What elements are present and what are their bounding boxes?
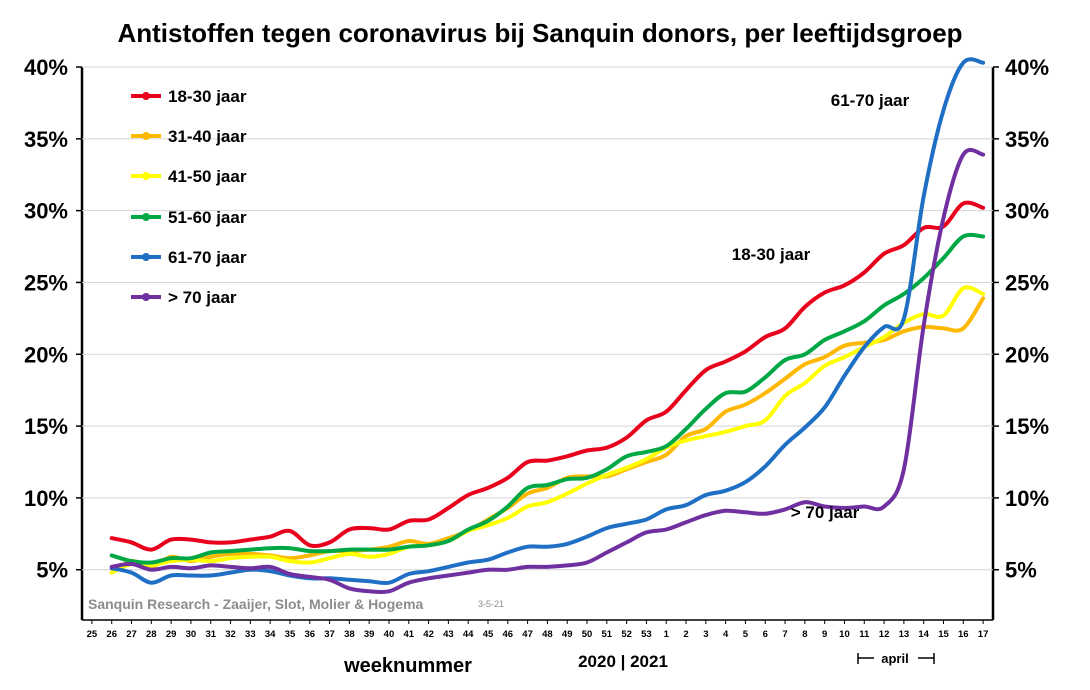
legend-marker-18-30-jaar [142,92,150,100]
x-tick-label: 37 [324,629,335,640]
gridlines [76,66,999,621]
x-tick-label: 16 [958,629,969,640]
x-tick-label: 36 [304,629,315,640]
april-label: april [881,651,908,666]
y-tick-label-left: 20% [24,342,68,367]
x-tick-label: 2 [683,629,688,640]
x-tick-label: 12 [879,629,890,640]
series-line-70-jaar [109,147,986,595]
x-axis: 25 26 27 28 29 30 31 32 33 34 35 36 37 38 39 40 41 42 43 44… [87,620,989,640]
x-tick-label: 29 [166,629,177,640]
y-tick-label-left: 35% [24,127,68,152]
annotations: 61-70 jaar 18-30 jaar > 70 jaar [732,91,910,522]
x-tick-label: 25 [87,629,98,640]
x-tick-label: 43 [443,629,454,640]
legend: 18-30 jaar 31-40 jaar 41-50 jaar 51-60 jaar… [131,87,247,307]
series-lines [109,57,986,595]
x-tick-label: 6 [763,629,768,640]
x-tick-label: 15 [938,629,949,640]
y-tick-label-left: 25% [24,270,68,295]
legend-label-51-60-jaar: 51-60 jaar [168,208,247,227]
x-tick-label: 13 [899,629,910,640]
series-line-41-50-jaar [109,285,986,575]
credit-text: Sanquin Research - Zaaijer, Slot, Molier… [88,596,424,612]
legend-label-18-30-jaar: 18-30 jaar [168,87,247,106]
x-tick-label: 41 [403,629,414,640]
x-tick-label: 28 [146,629,157,640]
x-tick-label: 26 [106,629,117,640]
legend-label-41-50-jaar: 41-50 jaar [168,167,247,186]
y-tick-label-right: 30% [1005,199,1049,224]
series-line-18-30-jaar [109,200,986,552]
x-tick-label: 30 [186,629,197,640]
x-tick-label: 35 [285,629,296,640]
x-tick-label: 34 [265,629,276,640]
annotation-label: 18-30 jaar [732,245,811,264]
legend-marker-41-50-jaar [142,172,150,180]
legend-marker-70-jaar [142,293,150,301]
legend-label-70-jaar: > 70 jaar [168,288,237,307]
y-axis-right: 5% 10% 15% 20% 25% 30% 35% 40% [1005,55,1049,583]
x-tick-label: 45 [483,629,494,640]
x-tick-label: 44 [463,629,474,640]
x-tick-label: 53 [641,629,652,640]
x-tick-label: 31 [205,629,216,640]
x-tick-label: 38 [344,629,355,640]
y-tick-label-left: 5% [36,558,68,583]
x-tick-label: 14 [918,629,929,640]
legend-label-61-70-jaar: 61-70 jaar [168,248,247,267]
y-tick-label-left: 10% [24,486,68,511]
x-tick-label: 46 [503,629,514,640]
series-line-31-40-jaar [109,296,986,575]
y-tick-label-right: 40% [1005,55,1049,80]
y-tick-label-right: 35% [1005,127,1049,152]
y-tick-label-left: 40% [24,55,68,80]
x-tick-label: 27 [126,629,137,640]
x-tick-label: 52 [621,629,632,640]
chart-title: Antistoffen tegen coronavirus bij Sanqui… [117,18,962,48]
april-range-marker: april [857,651,935,666]
x-tick-label: 47 [522,629,533,640]
credit-date: 3-5-21 [478,599,504,609]
x-tick-label: 32 [225,629,236,640]
x-axis-label: weeknummer [343,655,472,677]
x-tick-label: 33 [245,629,256,640]
x-tick-label: 1 [664,629,670,640]
series-line-51-60-jaar [109,232,986,565]
annotation-label: > 70 jaar [791,503,860,522]
x-tick-label: 5 [743,629,749,640]
annotation-label: 61-70 jaar [831,91,910,110]
x-tick-label: 11 [859,629,870,640]
x-tick-label: 42 [423,629,434,640]
y-tick-label-right: 25% [1005,270,1049,295]
x-tick-label: 17 [978,629,989,640]
x-tick-label: 3 [703,629,708,640]
series-line-61-70-jaar [109,57,986,586]
legend-marker-51-60-jaar [142,213,150,221]
y-tick-label-right: 5% [1005,558,1037,583]
x-tick-label: 4 [723,629,729,640]
y-axis-left: 5% 10% 15% 20% 25% 30% 35% 40% [24,55,68,583]
x-tick-label: 9 [822,629,827,640]
x-tick-label: 10 [839,629,850,640]
x-tick-label: 51 [602,629,613,640]
x-tick-label: 40 [384,629,395,640]
x-tick-label: 49 [562,629,573,640]
x-tick-label: 48 [542,629,553,640]
y-tick-label-right: 15% [1005,414,1049,439]
x-tick-label: 39 [364,629,375,640]
legend-marker-61-70-jaar [142,253,150,261]
y-tick-label-left: 30% [24,199,68,224]
x-tick-label: 50 [582,629,593,640]
x-tick-label: 8 [802,629,807,640]
y-tick-label-left: 15% [24,414,68,439]
y-tick-label-right: 10% [1005,486,1049,511]
legend-marker-31-40-jaar [142,132,150,140]
year-label: 2020 | 2021 [578,652,668,671]
y-tick-label-right: 20% [1005,342,1049,367]
legend-label-31-40-jaar: 31-40 jaar [168,127,247,146]
x-tick-label: 7 [782,629,787,640]
